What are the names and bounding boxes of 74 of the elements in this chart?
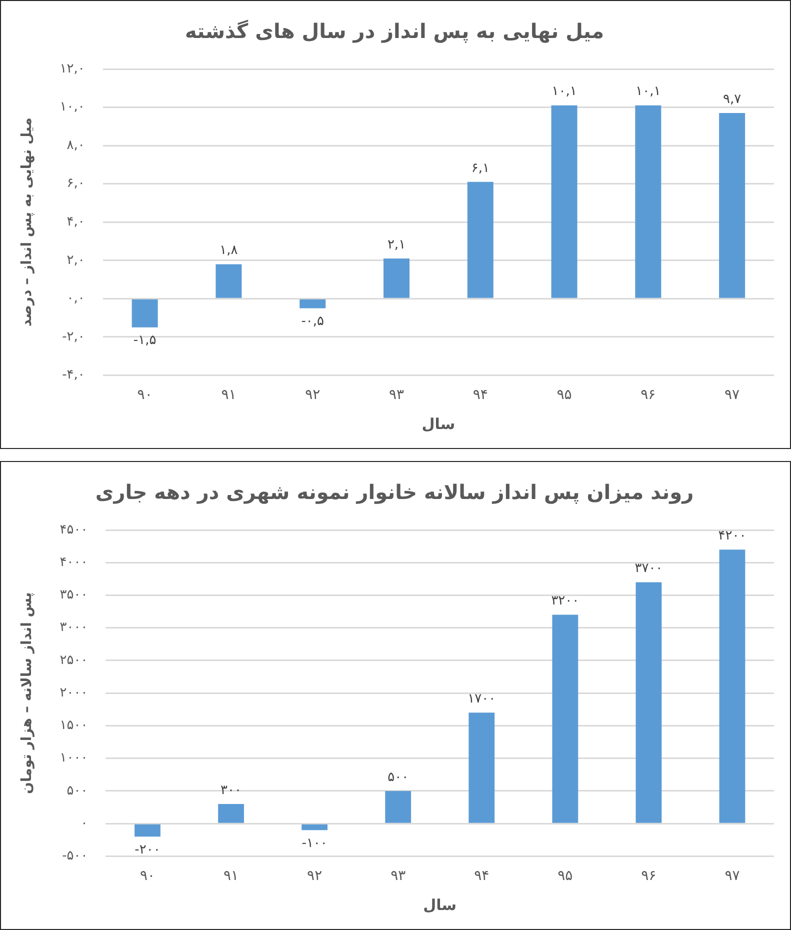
bar [134,824,160,837]
bar [636,582,662,823]
y-tick-label: ۳۰۰۰ [60,620,88,636]
data-label: ۴۲۰۰ [718,528,746,544]
bar [300,299,326,308]
bar [719,550,746,823]
y-tick-label: -۴,۰ [62,368,85,383]
x-tick-label: ۹۳ [390,868,406,884]
y-tick-label: ۲۰۰۰ [60,685,88,700]
y-tick-label: ۶,۰ [66,176,85,192]
y-axis-title: پس انداز سالانه – هزار تومان [19,592,36,794]
y-tick-label: ۱۰,۰ [60,100,85,115]
bar [383,258,410,298]
x-tick-label: ۹۵ [558,868,573,884]
x-tick-label: ۹۱ [224,868,239,884]
bar [552,614,578,823]
chart-title: روند میزان پس انداز سالانه خانوار نمونه شهری در دهه جاری [95,480,694,504]
data-label: ۶,۱ [471,160,490,176]
bar [385,790,412,823]
y-tick-label: ۵۰۰ [66,783,88,798]
y-tick-label: ۱۰۰۰ [60,750,88,766]
x-tick-label: ۹۴ [472,387,488,404]
data-label: ۲,۱ [387,237,406,252]
data-label: ۱,۸ [220,243,238,258]
bar [218,804,244,823]
y-tick-label: ۰ [80,816,88,831]
bar [467,182,494,298]
data-label: ۱۷۰۰ [468,692,496,707]
x-tick-label: ۹۶ [640,387,656,404]
bar [468,712,495,823]
bar [216,264,242,298]
y-tick-label: ۴۵۰۰ [60,522,88,538]
y-tick-label: -۵۰۰ [62,848,88,864]
y-tick-label: ۳۵۰۰ [60,588,88,603]
data-label: -۱,۵ [133,333,156,348]
x-axis-title: سال [422,414,456,433]
data-label: ۱۰,۱ [636,84,661,100]
data-label: ۳۷۰۰ [634,561,663,576]
y-tick-label: ۴,۰ [66,214,85,230]
x-tick-label: ۹۵ [556,387,572,404]
data-label: ۹,۷ [723,92,742,107]
y-tick-label: ۲۵۰۰ [60,652,88,668]
x-tick-label: ۹۳ [388,387,404,404]
x-tick-label: ۹۲ [307,868,322,884]
x-tick-label: ۹۴ [474,868,490,884]
x-tick-label: ۹۷ [724,387,740,404]
data-label: -۱۰۰ [302,836,328,851]
bar [635,105,662,298]
y-tick-label: ۰,۰ [66,291,85,306]
y-tick-label: ۴۰۰۰ [60,554,88,570]
x-tick-label: ۹۰ [137,387,152,404]
chart-title: میل نهایی به پس انداز در سال های گذشته [185,19,604,44]
x-axis-title: سال [423,896,457,914]
y-tick-label: -۲,۰ [62,329,85,344]
data-label: -۲۰۰ [134,842,160,858]
y-tick-label: ۸,۰ [66,138,85,153]
y-tick-label: ۱۵۰۰ [60,718,88,734]
data-label: ۱۰,۱ [552,84,577,100]
data-label: ۵۰۰ [388,770,409,785]
bar [132,299,158,328]
x-tick-label: ۹۲ [305,387,320,404]
y-tick-label: ۲,۰ [66,252,85,268]
bar [551,105,578,298]
bar [719,113,746,298]
data-label: ۳۰۰ [220,782,242,798]
x-tick-label: ۹۱ [221,387,236,404]
data-label: ۳۲۰۰ [551,594,580,609]
x-tick-label: ۹۶ [641,868,656,884]
x-tick-label: ۹۰ [140,868,156,884]
y-axis-title: میل نهایی به پس انداز – درصد [19,118,36,327]
y-tick-label: ۱۲,۰ [60,61,85,76]
bar [302,824,328,830]
x-tick-label: ۹۷ [724,868,740,884]
data-label: -۰,۵ [301,314,324,330]
